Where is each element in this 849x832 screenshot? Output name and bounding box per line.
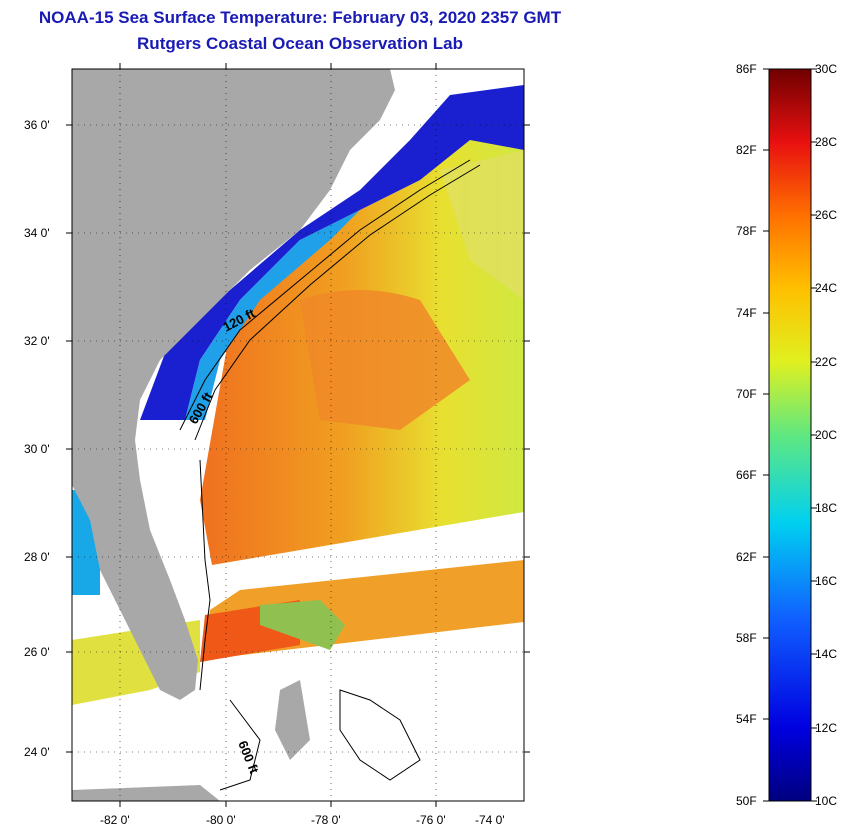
- map-grid: [72, 69, 524, 801]
- map-frame: [71, 68, 525, 802]
- colorbar-f-label: 58F: [736, 631, 757, 645]
- lat-label: 26 0': [24, 645, 50, 659]
- colorbar-f-label: 70F: [736, 387, 757, 401]
- map-title: NOAA-15 Sea Surface Temperature: Februar…: [38, 8, 562, 27]
- colorbar-f-label: 62F: [736, 550, 757, 564]
- map-subtitle: Rutgers Coastal Ocean Observation Lab: [137, 34, 463, 53]
- colorbar-c-label: 14C: [815, 647, 837, 661]
- colorbar-c-label: 16C: [815, 574, 837, 588]
- lon-label: -74 0': [475, 813, 505, 827]
- lat-label: 32 0': [24, 334, 50, 348]
- colorbar-f-label: 54F: [736, 712, 757, 726]
- colorbar-f-label: 74F: [736, 306, 757, 320]
- colorbar-c-label: 26C: [815, 208, 837, 222]
- axis-ticks: [66, 63, 530, 807]
- colorbar-c-label: 24C: [815, 281, 837, 295]
- lat-label: 28 0': [24, 550, 50, 564]
- colorbar-f-label: 66F: [736, 468, 757, 482]
- colorbar-f-label: 78F: [736, 224, 757, 238]
- lon-label: -76 0': [416, 813, 446, 827]
- lon-label: -82 0': [100, 813, 130, 827]
- colorbar-ticks: [763, 68, 817, 802]
- colorbar-c-label: 28C: [815, 135, 837, 149]
- lat-label: 30 0': [24, 442, 50, 456]
- colorbar-c-label: 20C: [815, 428, 837, 442]
- colorbar-c-label: 18C: [815, 501, 837, 515]
- colorbar-c-label: 30C: [815, 62, 837, 76]
- map-panel: [72, 69, 524, 801]
- land-mass: [72, 69, 395, 700]
- colorbar: [768, 68, 812, 802]
- colorbar-c-label: 10C: [815, 794, 837, 808]
- colorbar-f-label: 50F: [736, 794, 757, 808]
- colorbar-c-label: 12C: [815, 721, 837, 735]
- lat-label: 24 0': [24, 745, 50, 759]
- lon-label: -78 0': [311, 813, 341, 827]
- lat-label: 34 0': [24, 226, 50, 240]
- cold-coastal-band: [140, 85, 524, 420]
- colorbar-f-label: 86F: [736, 62, 757, 76]
- lat-label: 36 0': [24, 118, 50, 132]
- colorbar-c-label: 22C: [815, 355, 837, 369]
- lon-label: -80 0': [206, 813, 236, 827]
- colorbar-f-label: 82F: [736, 143, 757, 157]
